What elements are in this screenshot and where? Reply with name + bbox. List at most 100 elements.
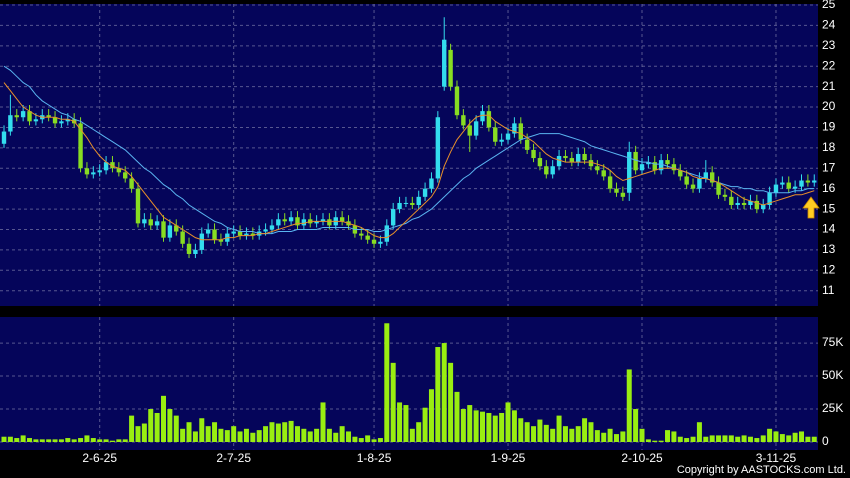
x-tick-label: 2-7-25 — [216, 451, 251, 465]
last-price-arrow — [802, 196, 820, 219]
candle-body — [569, 158, 575, 163]
x-tick-label: 1-9-25 — [491, 451, 526, 465]
volume-bar — [582, 418, 588, 442]
candle-body — [174, 225, 179, 232]
volume-bar — [665, 430, 671, 442]
candle-body — [652, 162, 657, 171]
candle-body — [786, 182, 791, 189]
candle-body — [231, 231, 236, 234]
candle-body — [716, 182, 721, 195]
y-tick-label: 17 — [822, 160, 836, 174]
candle-body — [435, 117, 441, 179]
candle-body — [799, 180, 804, 187]
candle-body — [84, 168, 90, 175]
candle-body — [378, 241, 383, 244]
volume-bar — [703, 436, 709, 442]
volume-bar — [677, 436, 683, 442]
candle-body — [193, 249, 198, 254]
volume-bar — [263, 426, 269, 442]
volume-bar — [747, 436, 753, 442]
volume-bar — [365, 435, 371, 442]
volume-bar — [180, 428, 186, 442]
volume-bar — [1, 436, 7, 442]
candle-body — [518, 123, 523, 140]
candle-body — [327, 219, 332, 226]
candle-body — [544, 166, 549, 175]
volume-bar — [20, 435, 26, 442]
volume-bar — [320, 402, 326, 442]
volume-bar — [192, 431, 198, 442]
volume-bar — [735, 436, 741, 442]
y-tick-label: 25 — [822, 0, 836, 11]
volume-panel — [0, 317, 818, 450]
candle-body — [320, 219, 326, 222]
candle-body — [403, 202, 409, 204]
candle-body — [161, 221, 166, 238]
volume-bar — [505, 402, 511, 442]
candle-body — [607, 176, 613, 189]
volume-bar — [684, 438, 690, 442]
candle-body — [390, 209, 396, 226]
volume-bar — [39, 439, 45, 442]
volume-bar — [339, 426, 345, 442]
candle-body — [678, 170, 683, 177]
volume-bar — [531, 426, 537, 442]
candle-body — [65, 119, 70, 122]
y-tick-label: 22 — [822, 58, 836, 72]
y-tick-label: 24 — [822, 18, 836, 32]
volume-bar — [709, 435, 715, 442]
volume-bar — [722, 435, 728, 442]
y-tick-label: 19 — [822, 120, 836, 134]
volume-bar — [199, 418, 205, 442]
x-tick-label: 1-8-25 — [357, 451, 392, 465]
y-tick-label: 14 — [822, 222, 836, 236]
candle-body — [512, 123, 517, 134]
candle-body — [722, 194, 728, 197]
candle-body — [448, 49, 453, 87]
candle-body — [658, 160, 664, 171]
candle-body — [20, 111, 26, 118]
candle-body — [493, 127, 498, 142]
volume-bar — [282, 422, 288, 442]
candle-body — [754, 200, 760, 210]
candle-body — [576, 153, 581, 163]
candle-body — [780, 182, 785, 185]
volume-bar — [326, 428, 332, 442]
volume-bar — [626, 369, 632, 442]
candle-body — [237, 231, 243, 236]
volume-bar — [173, 415, 179, 442]
volume-bar — [161, 395, 166, 442]
volume-bar — [575, 426, 581, 442]
candle-body — [339, 217, 345, 222]
y-tick-label: 12 — [822, 262, 836, 276]
candle-body — [148, 219, 153, 226]
volume-bar — [65, 438, 71, 442]
volume-bar — [728, 435, 734, 442]
candle-body — [633, 151, 638, 171]
candle-body — [812, 180, 817, 183]
volume-bar — [135, 426, 141, 442]
candle-body — [595, 166, 600, 171]
volume-bar — [7, 436, 13, 442]
volume-bar — [690, 436, 696, 442]
volume-bar — [167, 409, 173, 442]
volume-bar — [696, 422, 702, 442]
candle-body — [646, 162, 651, 165]
y-tick-label: 21 — [822, 79, 836, 93]
volume-bar — [543, 424, 549, 442]
candle-body — [461, 115, 466, 126]
volume-bar — [301, 428, 307, 442]
volume-bar — [116, 439, 122, 442]
volume-bar — [403, 405, 409, 442]
volume-bar — [52, 439, 58, 442]
volume-bar — [129, 415, 135, 442]
volume-bar — [741, 435, 747, 442]
volume-bar — [288, 420, 294, 442]
volume-bar — [805, 436, 811, 442]
candle-body — [371, 239, 377, 244]
volume-bar — [671, 431, 677, 442]
candle-body — [135, 188, 141, 224]
volume-bar — [78, 438, 84, 442]
candle-body — [384, 225, 389, 242]
candle-body — [1, 131, 7, 144]
